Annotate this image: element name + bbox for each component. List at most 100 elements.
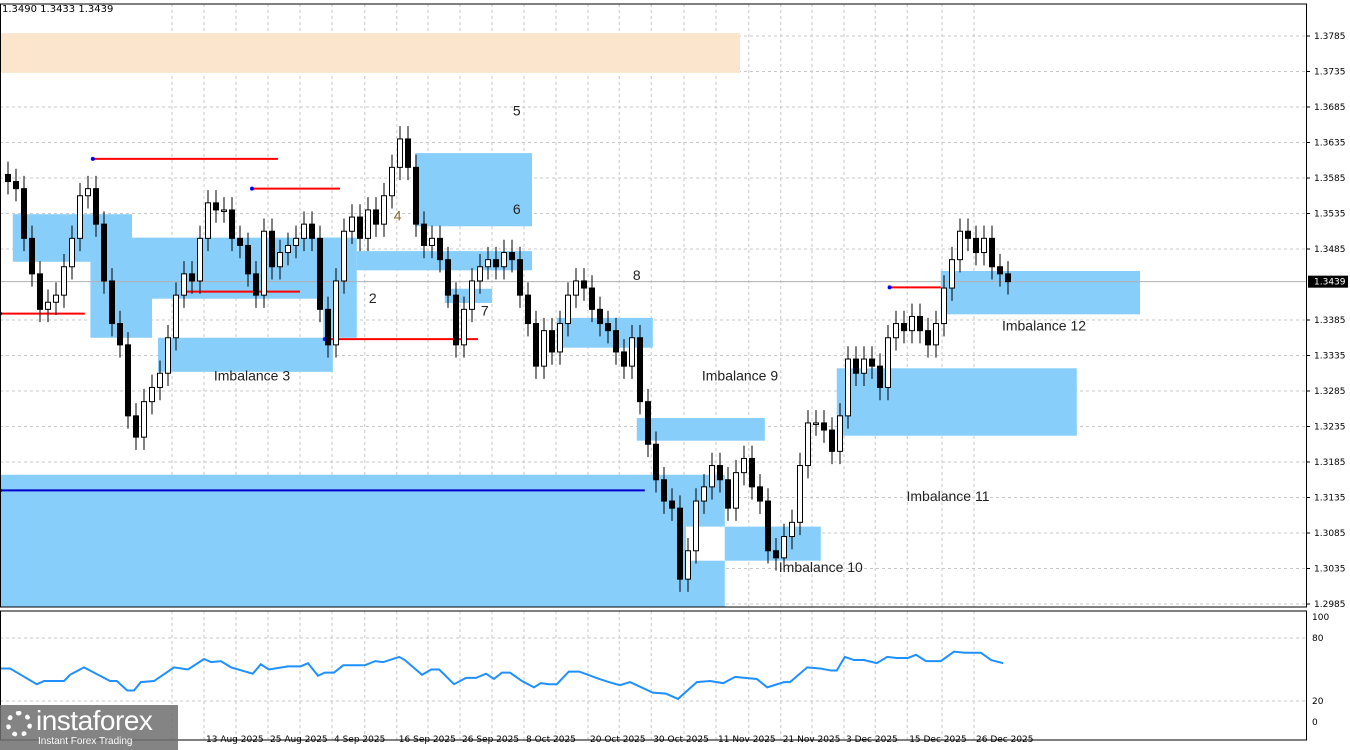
bear-candle <box>749 457 755 488</box>
bear-candle <box>37 273 43 310</box>
bull-candle <box>957 230 963 261</box>
bear-candle <box>653 443 659 481</box>
bear-candle <box>269 230 275 268</box>
bull-candle <box>981 237 987 254</box>
instaforex-logo: instaforex Instant Forex Trading <box>0 705 178 750</box>
axes-layer: 1.3785 1.3735 1.3685 1.3635 1.3585 1.3535 1.34… <box>0 3 1348 745</box>
bear-candle <box>597 308 603 325</box>
bear-candle <box>717 465 723 481</box>
bear-candle <box>605 323 611 332</box>
bull-candle <box>933 323 939 346</box>
bear-candle <box>237 237 243 246</box>
bull-candle <box>461 308 467 346</box>
swing-point-marker <box>250 186 254 191</box>
bear-candle <box>757 486 763 502</box>
bear-candle <box>613 330 619 353</box>
price-tick-label: 1.3085 <box>1314 529 1346 539</box>
bear-candle <box>445 259 451 296</box>
date-tick-label: 15 Dec 2025 <box>909 735 967 745</box>
date-tick-label: 26 Dec 2025 <box>976 735 1034 745</box>
oscillator-tick-label: 100 <box>1312 613 1329 623</box>
supply-zone <box>0 33 740 73</box>
imbalance-zone <box>415 153 532 227</box>
price-tick-label: 1.3735 <box>1314 68 1346 78</box>
annotation-label: Imbalance 9 <box>702 367 778 383</box>
bull-candle <box>205 202 211 239</box>
bull-candle <box>277 252 283 268</box>
ohlc-readout: 1.3490 1.3433 1.3439 <box>2 4 114 15</box>
bear-candle <box>925 330 931 346</box>
bull-candle <box>781 536 787 559</box>
date-tick-label: 8 Oct 2025 <box>526 735 576 745</box>
bull-candle <box>485 259 491 268</box>
bull-candle <box>261 230 267 296</box>
bull-candle <box>789 521 795 538</box>
bull-candle <box>173 294 179 339</box>
gap-zone <box>686 526 725 561</box>
bull-candle <box>501 252 507 268</box>
date-tick-label: 4 Sep 2025 <box>334 735 385 745</box>
oscillator-line <box>0 650 1004 701</box>
bear-candle <box>413 166 419 225</box>
current-price-label: 1.3439 <box>1314 278 1346 288</box>
bull-candle <box>885 337 891 388</box>
bull-candle <box>541 330 547 367</box>
grid <box>0 4 1306 740</box>
annotation-label: Imbalance 10 <box>779 559 863 575</box>
date-tick-label: 20 Oct 2025 <box>590 735 646 745</box>
logo-tagline: Instant Forex Trading <box>38 736 133 747</box>
date-tick-label: 25 Aug 2025 <box>270 735 328 745</box>
bear-candle <box>309 223 315 239</box>
price-tick-label: 1.3335 <box>1314 352 1346 362</box>
current-price-badge <box>1308 275 1348 288</box>
bear-candle <box>21 188 27 239</box>
bear-candle <box>973 237 979 254</box>
imbalance-zone <box>724 526 821 561</box>
annotation-label: 5 <box>513 103 521 119</box>
bear-candle <box>765 500 771 552</box>
price-panel-frame <box>0 3 1307 608</box>
bear-candle <box>589 287 595 310</box>
bull-candle <box>949 259 955 289</box>
bull-candle <box>285 244 291 254</box>
bull-candle <box>797 465 803 523</box>
bull-candle <box>301 223 307 239</box>
imbalance-zone <box>836 368 1077 436</box>
bull-candle <box>909 315 915 332</box>
bear-candle <box>997 266 1003 275</box>
price-tick-label: 1.2985 <box>1314 600 1346 610</box>
imbalance-zone <box>636 417 765 441</box>
bull-candle <box>429 237 435 246</box>
bull-candle <box>861 358 867 374</box>
bear-candle <box>253 273 259 296</box>
date-tick-label: 16 Sep 2025 <box>399 735 456 745</box>
bear-candle <box>821 422 827 431</box>
bull-candle <box>565 294 571 325</box>
price-tick-label: 1.3035 <box>1314 565 1346 575</box>
bull-candle <box>69 237 75 268</box>
bull-candle <box>573 280 579 296</box>
bear-candle <box>13 181 19 190</box>
bull-candle <box>293 237 299 246</box>
gear-icon <box>6 711 32 737</box>
bear-candle <box>29 237 35 275</box>
bear-candle <box>869 358 875 367</box>
oscillator-tick-label: 80 <box>1312 634 1324 644</box>
annotation-label: 7 <box>481 303 489 319</box>
date-tick-label: 3 Dec 2025 <box>846 735 898 745</box>
bear-candle <box>109 280 115 325</box>
bear-candle <box>581 280 587 289</box>
annotation-label: 2 <box>369 290 377 306</box>
bear-candle <box>645 401 651 445</box>
price-tick-label: 1.3635 <box>1314 139 1346 149</box>
bear-candle <box>125 344 131 417</box>
bear-candle <box>229 209 235 239</box>
oscillator-panel <box>0 637 1306 702</box>
date-tick-label: 11 Nov 2025 <box>718 735 776 745</box>
bull-candle <box>813 422 819 425</box>
bull-candle <box>165 337 171 374</box>
bear-candle <box>325 308 331 346</box>
bull-candle <box>733 472 739 509</box>
imbalance-zone <box>940 271 1140 315</box>
